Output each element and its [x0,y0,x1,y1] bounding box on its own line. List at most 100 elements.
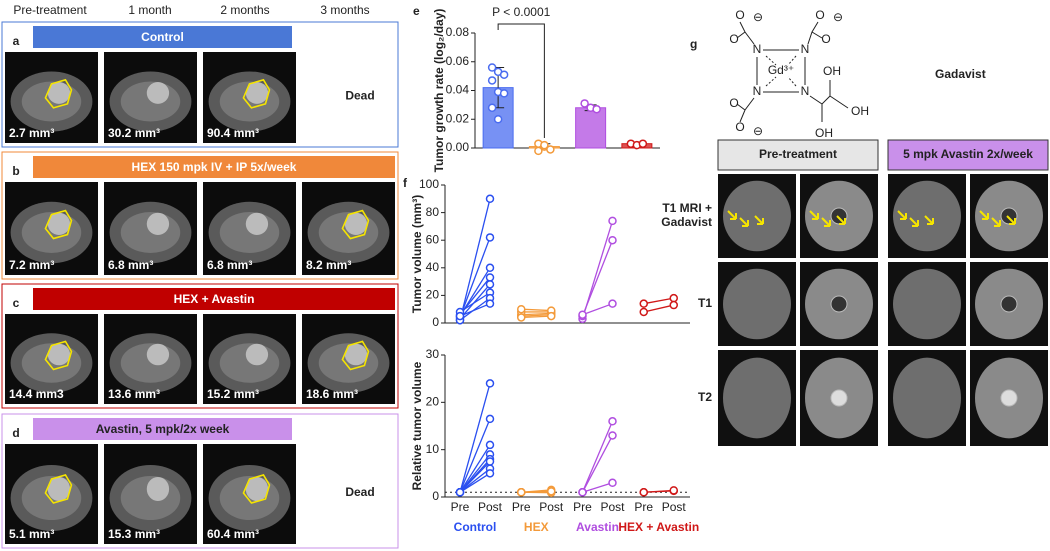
mri-lesion [146,477,170,501]
mri-lesion [245,343,269,366]
group-label: HEX + Avastin [618,520,699,534]
panel-title: Avastin, 5 mpk/2x week [96,422,230,436]
tumor-outline [44,340,73,371]
arrow [727,210,737,220]
group-label: Avastin [576,520,619,534]
data-point [639,307,648,317]
mri-lesion [344,343,368,366]
column-banner [887,139,1049,171]
mri-lesion [1000,389,1018,407]
mri-tissue [723,268,791,340]
volume-label: 30.2 mm³ [108,126,160,140]
atom-label: OH [851,104,869,118]
atom-label: N [753,42,762,56]
pair-line [581,435,614,493]
volume-label: 15.3 mm³ [108,527,160,541]
pair-line [459,418,491,493]
atom-label: O [815,8,824,22]
x-tick-label: Post [478,500,503,514]
data-point [608,299,617,308]
data-point [547,487,556,496]
volume-label: 5.1 mm³ [9,527,54,541]
arrow [924,215,934,225]
pair-line [459,468,491,493]
atom-label: N [801,84,810,98]
panel-frame [1,151,399,280]
mri-lesion [47,477,71,501]
mri-lesion [47,343,71,366]
mri-lesion [146,212,170,236]
data-point [547,311,556,321]
panel-letter: f [403,176,408,190]
panel-letter: b [12,164,19,178]
x-tick-label: Post [662,500,687,514]
pair-line [582,303,613,316]
panel-title: Control [141,30,184,44]
panel-frame [1,413,399,549]
panel-frame [1,283,399,409]
pair-line [459,292,491,313]
data-point [608,417,617,426]
volume-label: 6.8 mm³ [207,258,252,272]
data-point [608,216,617,226]
y-tick-label: 0.02 [446,111,470,125]
data-point [499,89,509,98]
volume-label: 2.7 mm³ [9,126,54,140]
x-tick-label: Pre [451,500,470,514]
atom-label: O [735,120,744,134]
panel-letter: e [413,4,420,18]
y-tick-label: 0 [432,489,439,503]
pair-line [459,237,491,318]
data-point [578,310,587,319]
arrow [739,217,749,227]
column-header: Pre-treatment [13,3,87,17]
mri-lesion [146,343,170,366]
row-label: Gadavist [661,215,712,229]
data-point [608,431,617,440]
arrow [1006,215,1016,225]
panel-title: HEX 150 mpk IV + IP 5x/week [132,160,297,174]
data-point [487,63,497,72]
y-tick-label: 0.06 [446,54,470,68]
pair-line [581,421,614,493]
pair-line [521,314,552,317]
panel-letter: a [13,34,20,48]
arrow [979,210,989,220]
mri-lesion [1000,295,1018,313]
data-point [493,115,503,124]
mri-lesion [245,212,269,236]
data-point [485,233,495,242]
y-tick-label: 80 [426,205,440,219]
p-value: P < 0.0001 [492,5,550,19]
pair-line [459,444,491,493]
structure-bonds [736,21,849,123]
pair-line [459,303,491,317]
pair-line [582,482,613,493]
row-label: T1 [698,296,712,310]
tumor-outline [44,474,73,504]
data-point [540,140,549,150]
data-point [485,379,495,388]
mri-lesion [146,82,170,104]
row-label: T1 MRI + [662,201,712,215]
pair-line [581,239,614,317]
y-axis-label: Relative tumor volume [410,361,424,490]
panel-banner [33,156,395,178]
column-header: 2 months [220,3,269,17]
mri-lesion [47,82,71,104]
column-banner [717,139,879,171]
panel-title: HEX + Avastin [174,292,255,306]
molecule-name: Gadavist [935,67,986,81]
data-point [485,457,495,466]
arrow [836,215,846,225]
y-tick-label: 0.08 [446,25,470,39]
y-tick-label: 100 [419,177,439,191]
volume-label: 8.2 mm³ [306,258,351,272]
y-tick-label: 40 [426,260,440,274]
y-axis-label: Tumor growth rate (log₂/day) [432,9,446,173]
pair-line [521,315,552,319]
column-title: 5 mpk Avastin 2x/week [903,147,1033,161]
y-tick-label: 60 [426,232,440,246]
charge-label: ⊖ [753,124,763,138]
